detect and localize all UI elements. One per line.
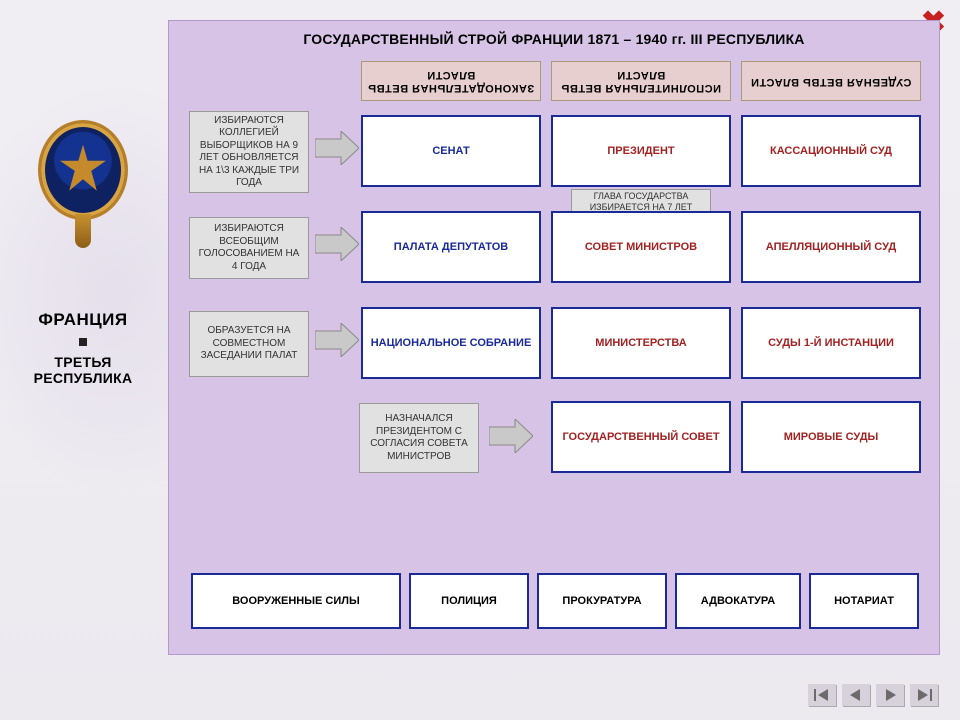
box-first-instance: СУДЫ 1-Й ИНСТАНЦИИ <box>741 307 921 379</box>
emblem-image <box>36 120 131 230</box>
box-cassation: КАССАЦИОННЫЙ СУД <box>741 115 921 187</box>
box-magistrate: МИРОВЫЕ СУДЫ <box>741 401 921 473</box>
branch-judicial: СУДЕБНАЯ ВЕТВЬ ВЛАСТИ <box>741 61 921 101</box>
sidebar: ФРАНЦИЯ ТРЕТЬЯ РЕСПУБЛИКА <box>18 120 148 386</box>
diagram-title: ГОСУДАРСТВЕННЫЙ СТРОЙ ФРАНЦИИ 1871 – 194… <box>169 31 939 47</box>
nav-last-button[interactable] <box>910 684 938 706</box>
box-state-council: ГОСУДАРСТВЕННЫЙ СОВЕТ <box>551 401 731 473</box>
branch-legislative: ЗАКОНОДАТЕЛЬНАЯ ВЕТВЬ ВЛАСТИ <box>361 61 541 101</box>
box-armed-forces: ВООРУЖЕННЫЕ СИЛЫ <box>191 573 401 629</box>
box-appeal: АПЕЛЛЯЦИОННЫЙ СУД <box>741 211 921 283</box>
nav-first-button[interactable] <box>808 684 836 706</box>
box-senate: СЕНАТ <box>361 115 541 187</box>
diagram-panel: ГОСУДАРСТВЕННЫЙ СТРОЙ ФРАНЦИИ 1871 – 194… <box>168 20 940 655</box>
arrow-icon <box>489 419 533 453</box>
box-notary: НОТАРИАТ <box>809 573 919 629</box>
box-national-assembly: НАЦИОНАЛЬНОЕ СОБРАНИЕ <box>361 307 541 379</box>
sidebar-separator <box>79 338 87 346</box>
note-assembly: ОБРАЗУЕТСЯ НА СОВМЕСТНОМ ЗАСЕДАНИИ ПАЛАТ <box>189 311 309 377</box>
box-police: ПОЛИЦИЯ <box>409 573 529 629</box>
nav-prev-button[interactable] <box>842 684 870 706</box>
box-president: ПРЕЗИДЕНТ <box>551 115 731 187</box>
nav-next-button[interactable] <box>876 684 904 706</box>
box-bar: АДВОКАТУРА <box>675 573 801 629</box>
box-council-ministers: СОВЕТ МИНИСТРОВ <box>551 211 731 283</box>
sidebar-title: ФРАНЦИЯ <box>18 310 148 330</box>
branch-executive: ИСПОЛНИТЕЛЬНАЯ ВЕТВЬ ВЛАСТИ <box>551 61 731 101</box>
box-deputies: ПАЛАТА ДЕПУТАТОВ <box>361 211 541 283</box>
box-ministries: МИНИСТЕРСТВА <box>551 307 731 379</box>
slide-nav <box>808 684 938 706</box>
arrow-icon <box>315 323 359 357</box>
arrow-icon <box>315 227 359 261</box>
note-state-council: НАЗНАЧАЛСЯ ПРЕЗИДЕНТОМ С СОГЛАСИЯ СОВЕТА… <box>359 403 479 473</box>
box-prosecution: ПРОКУРАТУРА <box>537 573 667 629</box>
note-senate: ИЗБИРАЮТСЯ КОЛЛЕГИЕЙ ВЫБОРЩИКОВ НА 9 ЛЕТ… <box>189 111 309 193</box>
note-deputies: ИЗБИРАЮТСЯ ВСЕОБЩИМ ГОЛОСОВАНИЕМ НА 4 ГО… <box>189 217 309 279</box>
sidebar-subtitle: ТРЕТЬЯ РЕСПУБЛИКА <box>18 354 148 386</box>
arrow-icon <box>315 131 359 165</box>
